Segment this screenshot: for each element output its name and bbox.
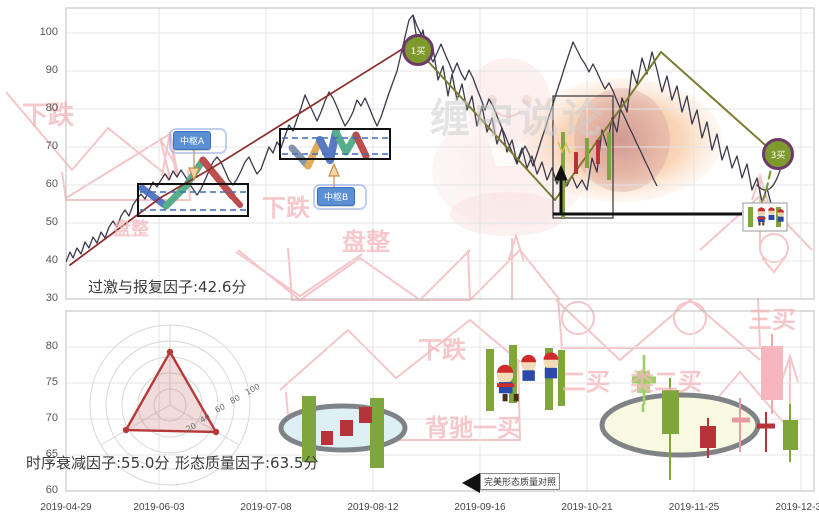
watermark-xiadie-3: 下跌 [418,336,466,364]
buy-point-1-badge[interactable]: 1买 [402,34,434,66]
watermark-panzheng-1: 盘整 [113,219,149,240]
price-line [66,14,658,263]
watermark-xiadie-2: 下跌 [262,194,310,222]
pattern-thumbnail [742,202,788,232]
buy-point-3-badge[interactable]: 3买 [762,138,794,170]
price-line-right [412,14,773,209]
bottom-candle-group-left [278,396,408,468]
xtick-7: 2019-12-30 [775,502,819,513]
score-time-decay: 时序衰减因子:55.0分 [26,454,170,472]
xtick-2: 2019-07-08 [240,502,292,513]
top-ytick-50: 50 [45,216,58,228]
top-ytick-30: 30 [45,292,58,304]
bottom-candle-group-right [599,355,798,480]
watermark-erbuy: 二买 [562,368,610,396]
top-panel-border [65,7,815,300]
xtick-6: 2019-11-25 [668,502,720,513]
radar-area [123,349,219,434]
xtick-3: 2019-08-12 [347,502,399,513]
zs-b-halo [313,184,367,210]
watermark-leierbuy: 类二买 [630,368,702,396]
radar-chart [89,324,251,486]
buddha-watermark [432,58,588,236]
top-ytick-80: 80 [45,102,58,114]
top-ytick-60: 60 [45,178,58,190]
zs-a-halo [169,128,227,154]
xtick-5: 2019-10-21 [561,502,613,513]
bottom-candle-group-center [486,345,565,411]
bottom-ytick-70: 70 [45,412,58,424]
watermark-xiadie-1: 下跌 [22,101,75,131]
score-overreaction: 过激与报复因子:42.6分 [88,278,247,296]
pivot-boxes [137,95,614,219]
xtick-4: 2019-09-16 [454,502,506,513]
top-ytick-100: 100 [39,26,58,38]
bottom-ytick-65: 65 [45,448,58,460]
top-ytick-70: 70 [45,140,58,152]
bottom-panel-border [65,310,815,492]
xtick-1: 2019-06-03 [133,502,185,513]
bottom-candle-far-right [761,334,783,414]
top-ytick-40: 40 [45,254,58,266]
watermark-panzheng-2: 盘整 [342,228,390,256]
watermark-chanlun: 缠中说论 [430,96,606,142]
comparison-pointer [553,164,742,216]
score-pattern-quality: 形态质量因子:63.5分 [175,454,319,472]
bottom-ytick-60: 60 [45,484,58,496]
top-ytick-90: 90 [45,64,58,76]
bottom-ytick-75: 75 [45,376,58,388]
xtick-0: 2019-04-29 [40,502,92,513]
perfect-pattern-note: 完美形态质量对照 [480,473,561,490]
watermark-sanbuy: 三买 [748,306,796,334]
zs-a-tag[interactable]: 中枢A [173,131,212,150]
watermark-beichi: 背驰一买 [425,414,521,442]
zs-b-tag[interactable]: 中枢B [317,187,356,206]
bottom-ytick-80: 80 [45,340,58,352]
pink-sketch-overlay [5,91,813,441]
bi-segments [138,128,370,210]
